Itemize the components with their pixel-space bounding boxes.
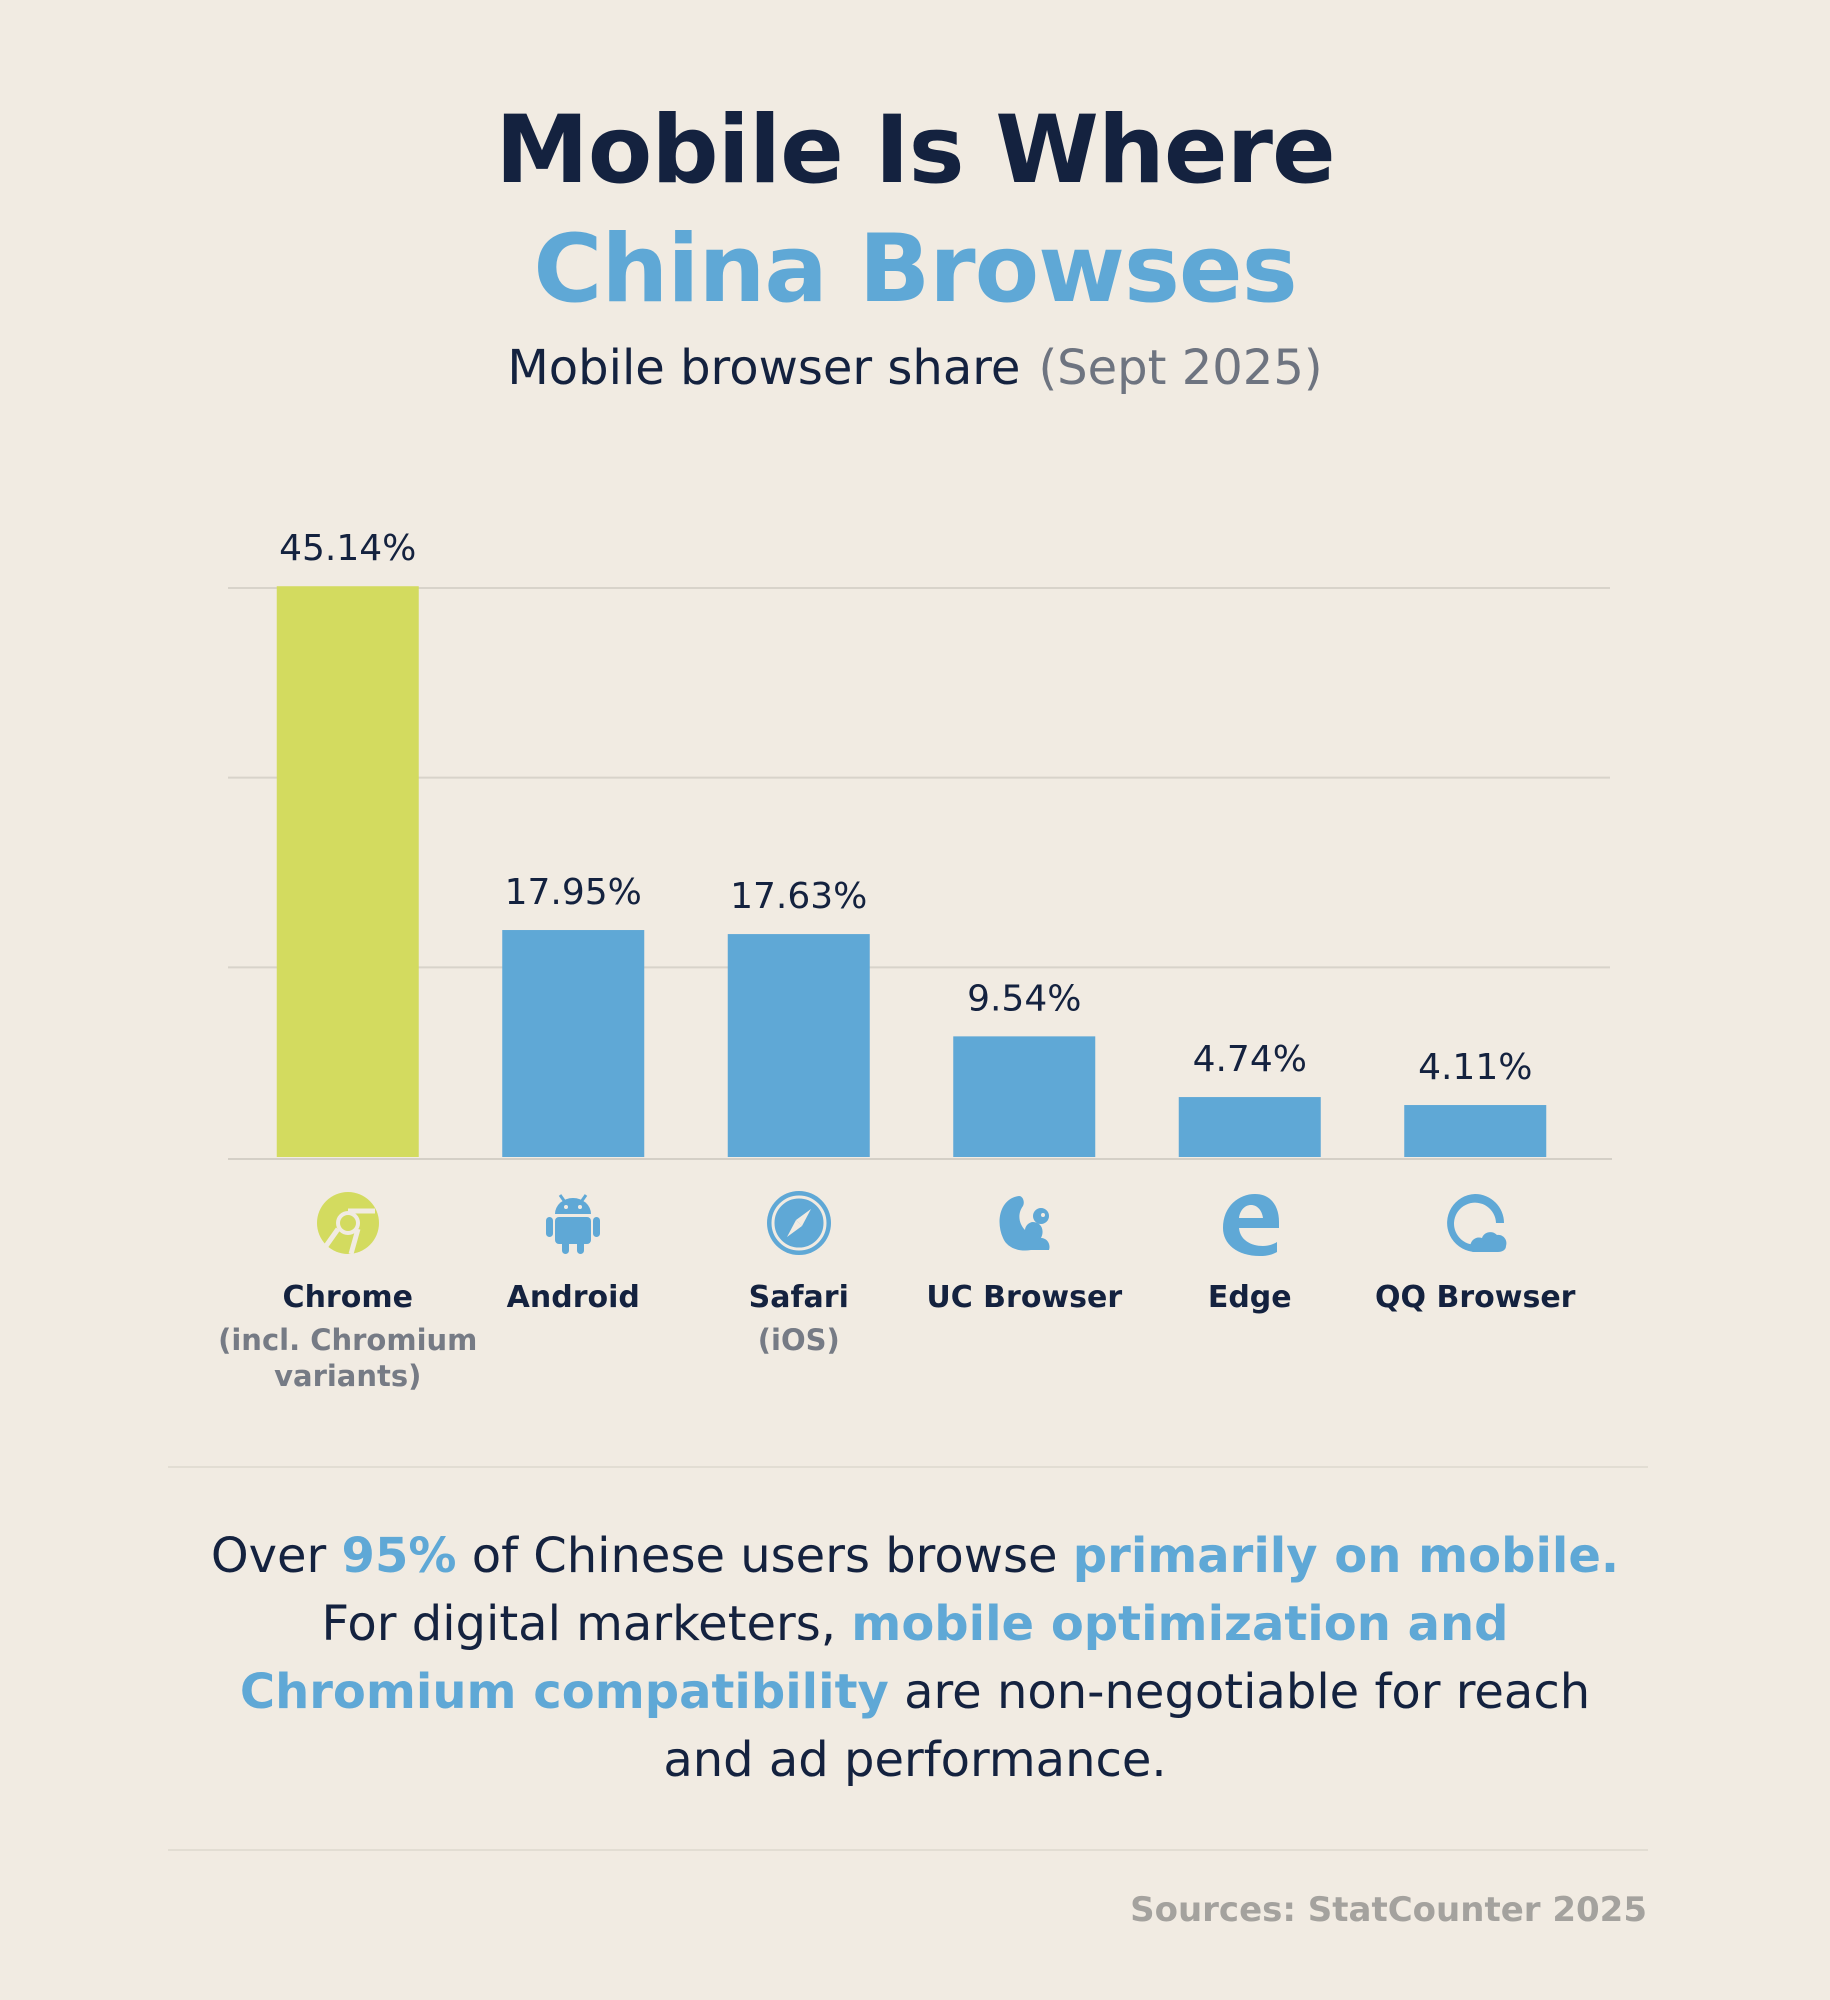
category-label: Chrome (incl. Chromium variants) (218, 1278, 478, 1394)
subtitle-period: (Sept 2025) (1038, 340, 1323, 396)
message-text-4: are non-negotiable for reach and ad perf… (663, 1664, 1591, 1788)
bar-safari (727, 934, 870, 1157)
value-label: 9.54% (967, 978, 1081, 1019)
sources-note: Sources: StatCounter 2025 (1130, 1890, 1647, 1930)
category-name: Android (506, 1280, 640, 1315)
category-name: UC Browser (926, 1280, 1123, 1315)
message-text-1: Over (210, 1528, 342, 1584)
safari-icon (764, 1188, 834, 1258)
qq-browser-icon (1440, 1188, 1510, 1258)
key-message: Over 95% of Chinese users browse primari… (190, 1522, 1640, 1794)
message-highlight-1: 95% (341, 1528, 457, 1584)
divider-top (168, 1466, 1648, 1468)
category-name: Edge (1207, 1280, 1292, 1315)
bar-android (502, 930, 645, 1157)
value-label: 17.63% (730, 876, 867, 917)
category-label: UC Browser (894, 1278, 1154, 1322)
divider-bottom (168, 1849, 1648, 1851)
bar-qq-browser (1404, 1105, 1547, 1157)
category-note: (incl. Chromium variants) (218, 1323, 478, 1393)
message-text-2: of Chinese users browse (456, 1528, 1073, 1584)
value-label: 4.11% (1418, 1047, 1532, 1088)
android-icon (538, 1188, 608, 1258)
edge-icon (1215, 1188, 1285, 1258)
value-label: 17.95% (505, 872, 642, 913)
message-highlight-3: mobile optimization and Chromium compati… (239, 1596, 1509, 1720)
bar-edge (1178, 1097, 1321, 1157)
bar-chart: 45.14% 17.95% 17.63% 9.54% 4.74% 4.11% (228, 528, 1612, 1160)
title-line-2: China Browses (533, 215, 1297, 324)
uc-browser-icon (989, 1188, 1059, 1258)
subtitle-text: Mobile browser share (507, 340, 1021, 396)
message-highlight-2: primarily on mobile. (1072, 1528, 1620, 1584)
category-label: Android (443, 1278, 703, 1322)
category-label: QQ Browser (1345, 1278, 1605, 1322)
bar-uc-browser (953, 1036, 1096, 1157)
message-text-3: For digital marketers, (321, 1596, 852, 1652)
category-name: QQ Browser (1375, 1280, 1576, 1315)
category-label: Safari (iOS) (669, 1278, 929, 1358)
title-line-1: Mobile Is Where (495, 96, 1335, 205)
bar-chrome (276, 586, 419, 1157)
category-name: Safari (748, 1280, 849, 1315)
category-label: Edge (1120, 1278, 1380, 1322)
category-name: Chrome (282, 1280, 413, 1315)
chart-subtitle: Mobile browser share (Sept 2025) (0, 340, 1830, 396)
value-label: 4.74% (1193, 1039, 1307, 1080)
value-label: 45.14% (279, 528, 416, 569)
chrome-icon (313, 1188, 383, 1258)
category-note: (iOS) (757, 1323, 840, 1357)
